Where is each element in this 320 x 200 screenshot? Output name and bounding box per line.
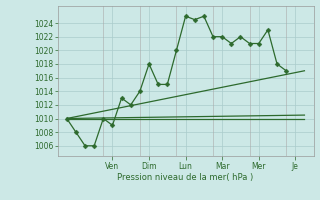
X-axis label: Pression niveau de la mer( hPa ): Pression niveau de la mer( hPa ) <box>117 173 254 182</box>
